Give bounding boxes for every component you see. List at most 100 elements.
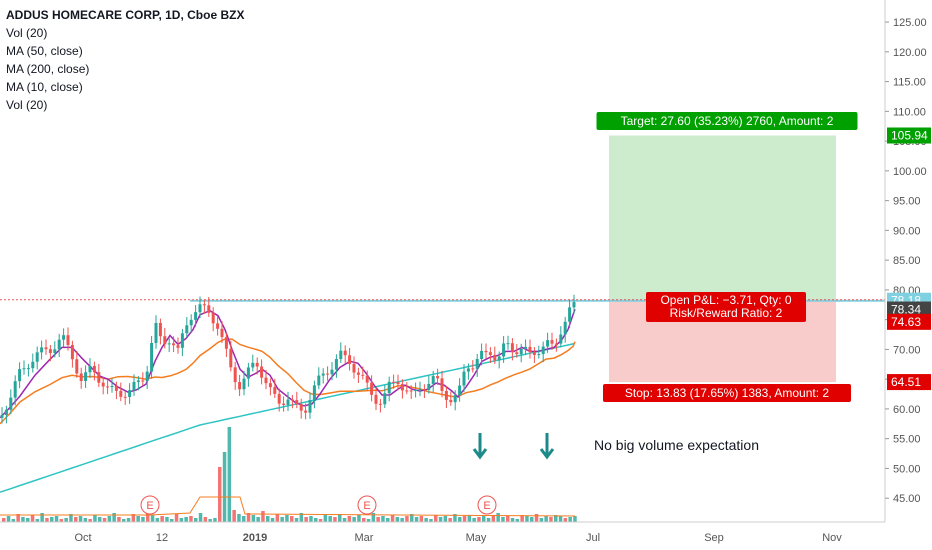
volume-bar: [107, 516, 112, 522]
volume-bar: [342, 518, 347, 522]
volume-bar: [184, 517, 188, 522]
candle-body: [392, 381, 396, 383]
volume-bar: [266, 516, 270, 522]
candle-body: [189, 319, 193, 326]
candle-body: [277, 393, 281, 404]
volume-bar: [136, 516, 140, 522]
candle-body: [365, 375, 369, 383]
candle-body: [75, 359, 79, 374]
volume-bar: [309, 516, 313, 522]
volume-bar: [462, 516, 467, 522]
candle-body: [488, 352, 492, 355]
y-tick-label: 115.00: [893, 77, 926, 89]
candle-body: [414, 389, 418, 391]
candle-body: [572, 302, 576, 308]
volume-note: No big volume expectation: [594, 437, 759, 453]
candle-body: [361, 374, 365, 376]
candle-body: [484, 350, 488, 353]
volume-bar: [222, 452, 227, 522]
candle-body: [546, 340, 550, 347]
candle-body: [444, 390, 448, 400]
volume-bar: [448, 518, 452, 522]
volume-bar: [117, 517, 121, 522]
candle-body: [110, 386, 114, 388]
candle-body: [436, 376, 440, 379]
candle-body: [246, 367, 250, 379]
candle-body: [0, 415, 4, 418]
volume-bar: [237, 514, 241, 522]
volume-bar: [520, 515, 524, 522]
volume-bar: [443, 516, 448, 522]
candle-body: [31, 361, 35, 369]
candle-body: [132, 381, 136, 391]
candle-body: [528, 346, 532, 353]
volume-bar: [410, 514, 414, 522]
candle-body: [290, 399, 294, 401]
candle-body: [312, 385, 316, 401]
risk-reward-text: Risk/Reward Ratio: 2: [670, 306, 783, 320]
volume-bar: [179, 518, 184, 522]
candle-body: [97, 372, 101, 383]
candle-body: [475, 359, 479, 369]
y-tick-label: 90.00: [893, 225, 921, 237]
candle-body: [70, 345, 74, 360]
candle-body: [304, 410, 308, 413]
volume-bar: [333, 517, 337, 522]
candle-body: [409, 390, 413, 392]
candle-body: [532, 352, 536, 355]
volume-bar: [568, 517, 572, 522]
y-tick-label: 125.00: [893, 17, 927, 29]
candle-body: [114, 386, 118, 391]
pnl-badge-bg: [646, 292, 806, 322]
candle-body: [330, 369, 334, 375]
candle-body: [493, 354, 497, 361]
volume-bar: [11, 519, 16, 522]
candle-body: [383, 393, 387, 405]
candle-body: [40, 347, 44, 353]
ma-200-line: [0, 342, 576, 493]
volume-bar: [376, 517, 380, 522]
x-tick-label: 12: [156, 532, 168, 544]
down-arrow-icon: [539, 433, 555, 460]
volume-bar: [74, 517, 78, 522]
candle-body: [26, 368, 30, 370]
earnings-label: E: [363, 500, 370, 512]
volume-bar: [174, 514, 179, 522]
candle-body: [238, 382, 242, 390]
price-badge-label: 78.34: [891, 303, 921, 317]
candle-body: [282, 403, 286, 405]
candle-body: [163, 336, 167, 345]
candle-body: [198, 304, 202, 313]
volume-bar: [381, 516, 385, 522]
candle-body: [427, 383, 431, 390]
candle-body: [510, 343, 514, 353]
candle-body: [506, 343, 510, 345]
y-tick-label: 110.00: [893, 106, 926, 118]
candle-body: [53, 349, 57, 354]
volume-bar: [395, 517, 400, 522]
candle-body: [185, 325, 189, 334]
volume-bar: [194, 518, 198, 522]
x-tick-label: Mar: [355, 532, 374, 544]
price-badge-label: 74.63: [891, 315, 921, 329]
candle-body: [519, 348, 523, 355]
candle-body: [242, 378, 246, 390]
stop-badge: Stop: 13.83 (17.65%) 1383, Amount: 2: [603, 384, 851, 402]
volume-bar: [45, 518, 49, 522]
candle-body: [224, 337, 228, 349]
earnings-circle: [140, 495, 160, 515]
candle-body: [466, 368, 470, 372]
volume-bar: [59, 519, 64, 522]
volume-bar: [362, 518, 366, 522]
ma-50-line: [0, 338, 576, 425]
candle-body: [13, 381, 17, 398]
volume-bar: [2, 518, 6, 522]
volume-bar: [544, 516, 548, 522]
volume-bar: [30, 515, 35, 522]
candle-body: [559, 334, 563, 344]
volume-bar: [390, 515, 395, 522]
candle-body: [172, 343, 176, 346]
candle-body: [233, 367, 237, 383]
